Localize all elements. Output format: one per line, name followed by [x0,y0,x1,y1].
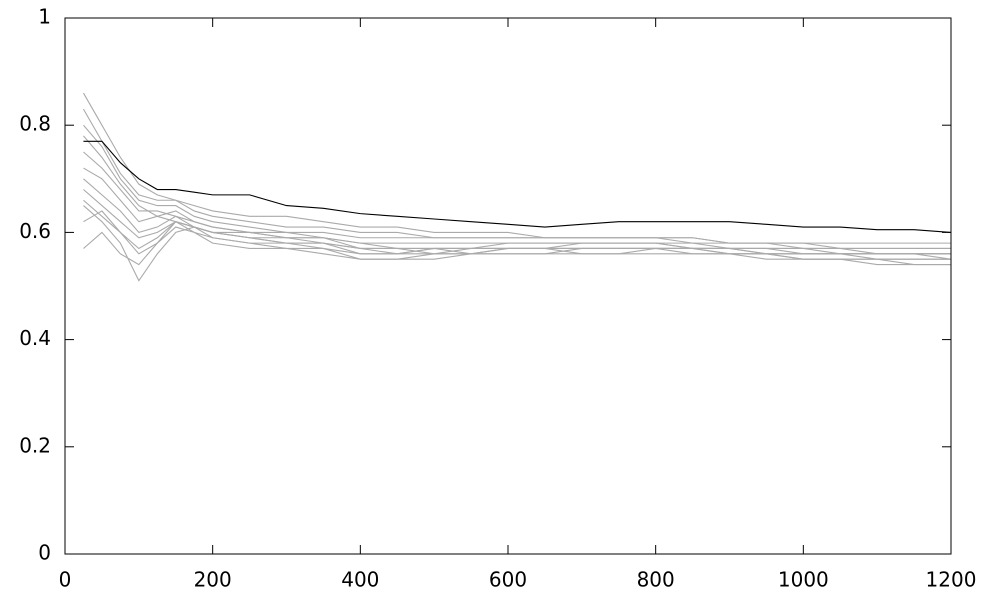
x-tick-label: 0 [59,568,72,592]
series-line [82,108,951,250]
y-tick-label: 1 [38,5,51,29]
series-line [83,135,951,255]
series-line [83,151,951,255]
series-line [83,199,952,260]
y-tick-label: 0.2 [19,433,51,457]
x-tick-label: 600 [489,568,527,592]
x-tick-label: 400 [341,568,379,592]
x-tick-label: 200 [194,568,232,592]
y-tick-label: 0.8 [19,112,51,136]
plot-frame [64,17,952,555]
series-line [83,178,951,260]
series-line [83,140,952,233]
series-line [82,92,951,244]
y-tick-label: 0.6 [19,219,51,243]
series-line [83,210,951,266]
y-tick-label: 0.4 [19,326,51,350]
series-line [83,124,951,250]
x-tick-label: 1000 [778,568,829,592]
x-tick-label: 1200 [926,568,977,592]
x-tick-label: 800 [637,568,675,592]
y-tick-label: 0 [38,541,51,565]
